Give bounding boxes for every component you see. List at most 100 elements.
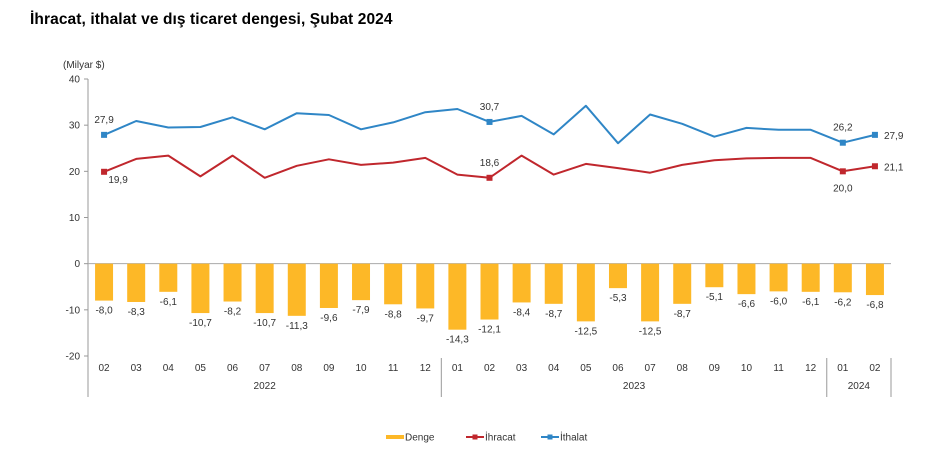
bar-denge <box>833 263 852 293</box>
y-tick-label: 30 <box>69 121 81 132</box>
bar-data-label: -8,2 <box>224 307 242 318</box>
x-tick-label: 06 <box>612 363 624 374</box>
point-label-ihracat: 18,6 <box>480 158 500 169</box>
lines: 19,9 18,6 20,0 21,1 27,9 30,7 26,2 27,9 <box>94 102 904 194</box>
x-tick-label: 08 <box>677 363 689 374</box>
legend-label-denge: Denge <box>405 433 435 444</box>
bar-data-label: -10,7 <box>253 318 276 329</box>
x-year-label: 2024 <box>848 381 871 392</box>
bar-denge <box>384 263 403 305</box>
x-tick-label: 01 <box>452 363 464 374</box>
bar-data-label: -8,3 <box>128 307 146 318</box>
x-tick-label: 02 <box>484 363 496 374</box>
x-tick-label: 04 <box>163 363 175 374</box>
x-tick-label: 01 <box>837 363 849 374</box>
bar-denge <box>448 263 467 330</box>
bar-data-label: -5,3 <box>609 293 627 304</box>
x-tick-label: 04 <box>548 363 560 374</box>
bar-data-label: -6,1 <box>160 297 178 308</box>
bar-denge <box>705 263 724 288</box>
legend-marker-ihracat <box>472 434 478 440</box>
bar-data-label: -6,8 <box>866 300 884 311</box>
bar-data-label: -8,7 <box>545 309 563 320</box>
bar-denge <box>255 263 274 314</box>
x-tick-label: 12 <box>420 363 432 374</box>
bar-denge <box>416 263 435 309</box>
bar-data-label: -11,3 <box>286 321 308 332</box>
bar-denge <box>737 263 756 295</box>
bar-data-label: -12,5 <box>574 326 597 337</box>
bar-denge <box>544 263 563 304</box>
x-tick-label: 10 <box>355 363 367 374</box>
bar-denge <box>769 263 788 292</box>
legend: Denge İhracat İthalat <box>386 431 587 444</box>
x-tick-label: 11 <box>773 363 784 374</box>
bar-denge <box>159 263 178 292</box>
y-tick-label: -20 <box>66 352 81 363</box>
marker-ihracat <box>101 168 108 175</box>
x-tick-label: 10 <box>741 363 753 374</box>
x-tick-label: 07 <box>259 363 271 374</box>
point-label-ihracat: 19,9 <box>108 175 128 186</box>
bar-data-label: -12,1 <box>478 325 501 336</box>
y-axis-label: (Milyar $) <box>63 60 105 71</box>
x-tick-label: 02 <box>98 363 110 374</box>
x-tick-label: 09 <box>709 363 721 374</box>
bar-denge <box>191 263 210 314</box>
marker-ithalat <box>101 131 108 138</box>
y-tick-label: 40 <box>69 75 81 86</box>
bar-denge <box>319 263 338 308</box>
bar-denge <box>801 263 820 292</box>
x-tick-label: 11 <box>388 363 399 374</box>
marker-ithalat <box>839 139 846 146</box>
bar-denge <box>512 263 531 303</box>
bar-denge <box>673 263 692 304</box>
bar-data-label: -8,8 <box>385 309 403 320</box>
bar-data-label: -8,0 <box>95 306 113 317</box>
x-tick-label: 12 <box>805 363 817 374</box>
legend-label-ihracat: İhracat <box>485 431 516 444</box>
x-tick-label: 05 <box>195 363 207 374</box>
point-label-ithalat: 27,9 <box>94 115 114 126</box>
bar-data-label: -10,7 <box>189 318 212 329</box>
bar-denge <box>865 263 884 296</box>
bar-data-label: -7,9 <box>352 305 370 316</box>
marker-ithalat <box>486 118 493 125</box>
y-tick-label: -10 <box>66 305 81 316</box>
bar-denge <box>576 263 595 322</box>
bar-data-label: -8,4 <box>513 307 531 318</box>
bar-data-label: -9,6 <box>320 313 338 324</box>
bar-data-label: -6,1 <box>802 297 820 308</box>
chart-title: İhracat, ithalat ve dış ticaret dengesi,… <box>30 11 393 28</box>
bar-denge <box>608 263 627 289</box>
x-year-label: 2022 <box>254 381 277 392</box>
x-axis: 02 03 04 05 06 07 08 09 10 11 12 01 02 03 04 05 06 07 08 09… <box>98 358 892 397</box>
point-label-ithalat: 26,2 <box>833 123 853 134</box>
marker-ihracat <box>839 168 846 175</box>
bar-data-label: -12,5 <box>639 326 662 337</box>
y-tick-label: 10 <box>69 213 81 224</box>
y-tick-label: 20 <box>69 167 81 178</box>
marker-ihracat <box>871 163 878 170</box>
bar-data-label: -8,7 <box>674 309 692 320</box>
point-label-ihracat: 21,1 <box>884 162 904 173</box>
bar-denge <box>480 263 499 320</box>
x-tick-label: 07 <box>645 363 657 374</box>
legend-label-ithalat: İthalat <box>560 431 587 444</box>
marker-ihracat <box>486 174 493 181</box>
marker-ithalat <box>871 131 878 138</box>
x-tick-label: 09 <box>323 363 335 374</box>
x-tick-label: 03 <box>131 363 143 374</box>
x-tick-label: 08 <box>291 363 303 374</box>
x-tick-label: 05 <box>580 363 592 374</box>
point-label-ihracat: 20,0 <box>833 183 853 194</box>
bar-labels: -8,0 -8,3 -6,1 -10,7 -8,2 -10,7 -11,3 -9,6 -7,9 -… <box>95 292 884 345</box>
bar-data-label: -6,2 <box>834 297 852 308</box>
bar-denge <box>641 263 660 322</box>
point-label-ithalat: 30,7 <box>480 102 500 113</box>
point-label-ithalat: 27,9 <box>884 131 904 142</box>
bar-data-label: -9,7 <box>417 313 435 324</box>
bar-denge <box>223 263 242 302</box>
bar-data-label: -14,3 <box>446 335 469 346</box>
